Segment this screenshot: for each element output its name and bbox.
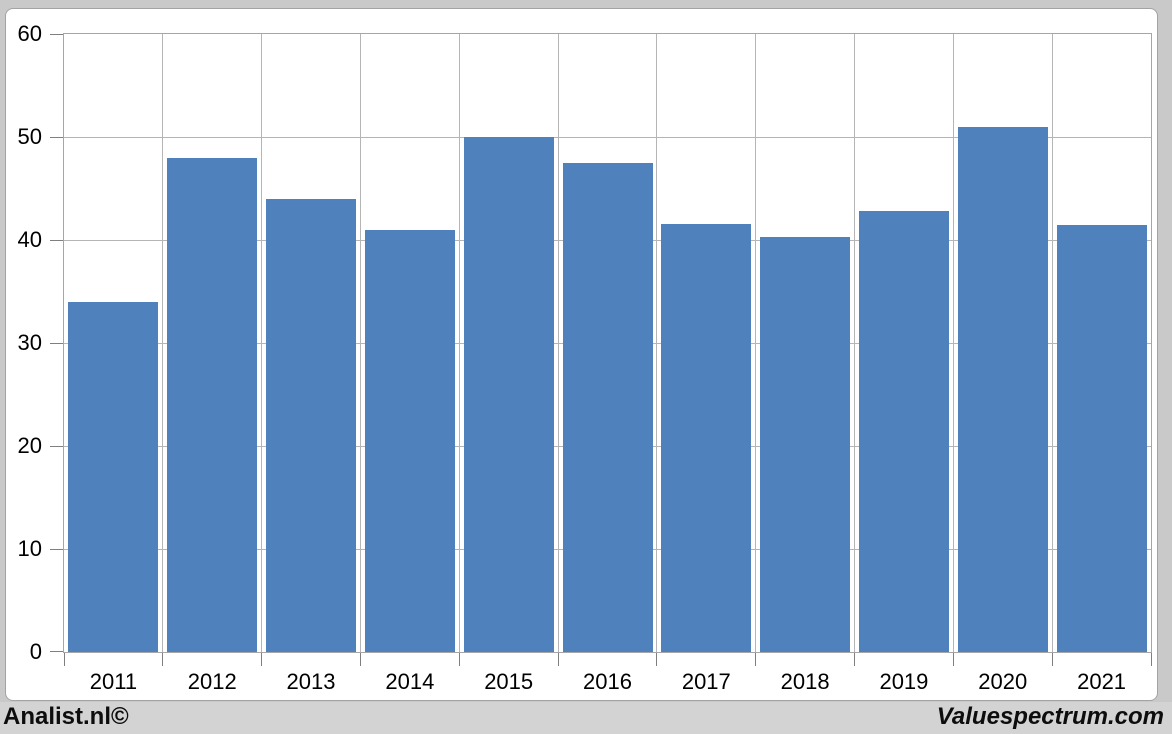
bar-2013 [266, 198, 357, 652]
bar-2018 [760, 236, 851, 652]
plot-area [50, 33, 1152, 666]
bar-2021 [1056, 224, 1147, 652]
ytick-label-40: 40 [17, 227, 42, 252]
xtick-mark-9 [952, 653, 954, 666]
xtick-mark-6 [656, 653, 658, 666]
ytick-label-30: 30 [17, 330, 42, 355]
ytick-label-20: 20 [17, 433, 42, 458]
ytick-mark-30 [50, 343, 63, 344]
xtick-label-2015: 2015 [484, 669, 534, 694]
xtick-mark-4 [458, 653, 460, 666]
ytick-mark-10 [50, 549, 63, 550]
xtick-mark-3 [359, 653, 361, 666]
xtick-mark-0 [63, 653, 65, 666]
xtick-label-2014: 2014 [385, 669, 435, 694]
bar-2019 [858, 211, 949, 652]
bar-2014 [364, 229, 455, 652]
xtick-label-2016: 2016 [583, 669, 632, 694]
gridline-v-1 [162, 34, 164, 652]
ytick-mark-0 [50, 651, 63, 652]
xtick-mark-2 [261, 653, 263, 666]
xtick-label-2017: 2017 [681, 669, 731, 694]
ytick-mark-50 [50, 137, 63, 138]
branding-left: Analist.nl© [3, 703, 129, 730]
gridline-v-6 [656, 34, 658, 652]
ytick-mark-20 [50, 446, 63, 447]
bar-2016 [562, 162, 653, 652]
gridline-v-2 [261, 34, 263, 652]
xtick-mark-7 [755, 653, 757, 666]
gridline-v-3 [359, 34, 361, 652]
ytick-label-50: 50 [17, 124, 42, 149]
xtick-label-2011: 2011 [89, 669, 138, 694]
bar-2011 [68, 301, 159, 652]
xtick-label-2018: 2018 [780, 669, 830, 694]
ytick-label-10: 10 [17, 536, 42, 561]
branding-footer: Analist.nl© Valuespectrum.com [0, 702, 1172, 734]
xtick-label-2021: 2021 [1077, 669, 1127, 694]
gridline-v-10 [1051, 34, 1053, 652]
xtick-mark-10 [1051, 653, 1053, 666]
gridline-v-4 [458, 34, 460, 652]
bar-2012 [167, 157, 258, 652]
ytick-label-0: 0 [29, 639, 42, 664]
ytick-label-60: 60 [17, 21, 42, 46]
xtick-mark-1 [162, 653, 164, 666]
xtick-mark-5 [557, 653, 559, 666]
gridline-v-9 [952, 34, 954, 652]
xtick-label-2012: 2012 [187, 669, 237, 694]
xtick-label-2013: 2013 [286, 669, 336, 694]
xtick-mark-11 [1150, 653, 1152, 666]
chart-frame: 0 10 20 30 40 50 60 2011 2012 2013 2014 2015 2016 201… [5, 8, 1158, 701]
gridline-h-50 [64, 136, 1151, 138]
gridline-v-7 [755, 34, 757, 652]
branding-right: Valuespectrum.com [936, 703, 1164, 730]
ytick-mark-40 [50, 240, 63, 241]
ytick-mark-60 [50, 34, 63, 35]
bar-2015 [463, 137, 554, 652]
gridline-v-5 [557, 34, 559, 652]
xtick-label-2020: 2020 [978, 669, 1028, 694]
bar-2020 [957, 126, 1048, 652]
xtick-label-2019: 2019 [879, 669, 929, 694]
xtick-mark-8 [854, 653, 856, 666]
bar-2017 [661, 223, 752, 652]
gridline-v-8 [854, 34, 856, 652]
